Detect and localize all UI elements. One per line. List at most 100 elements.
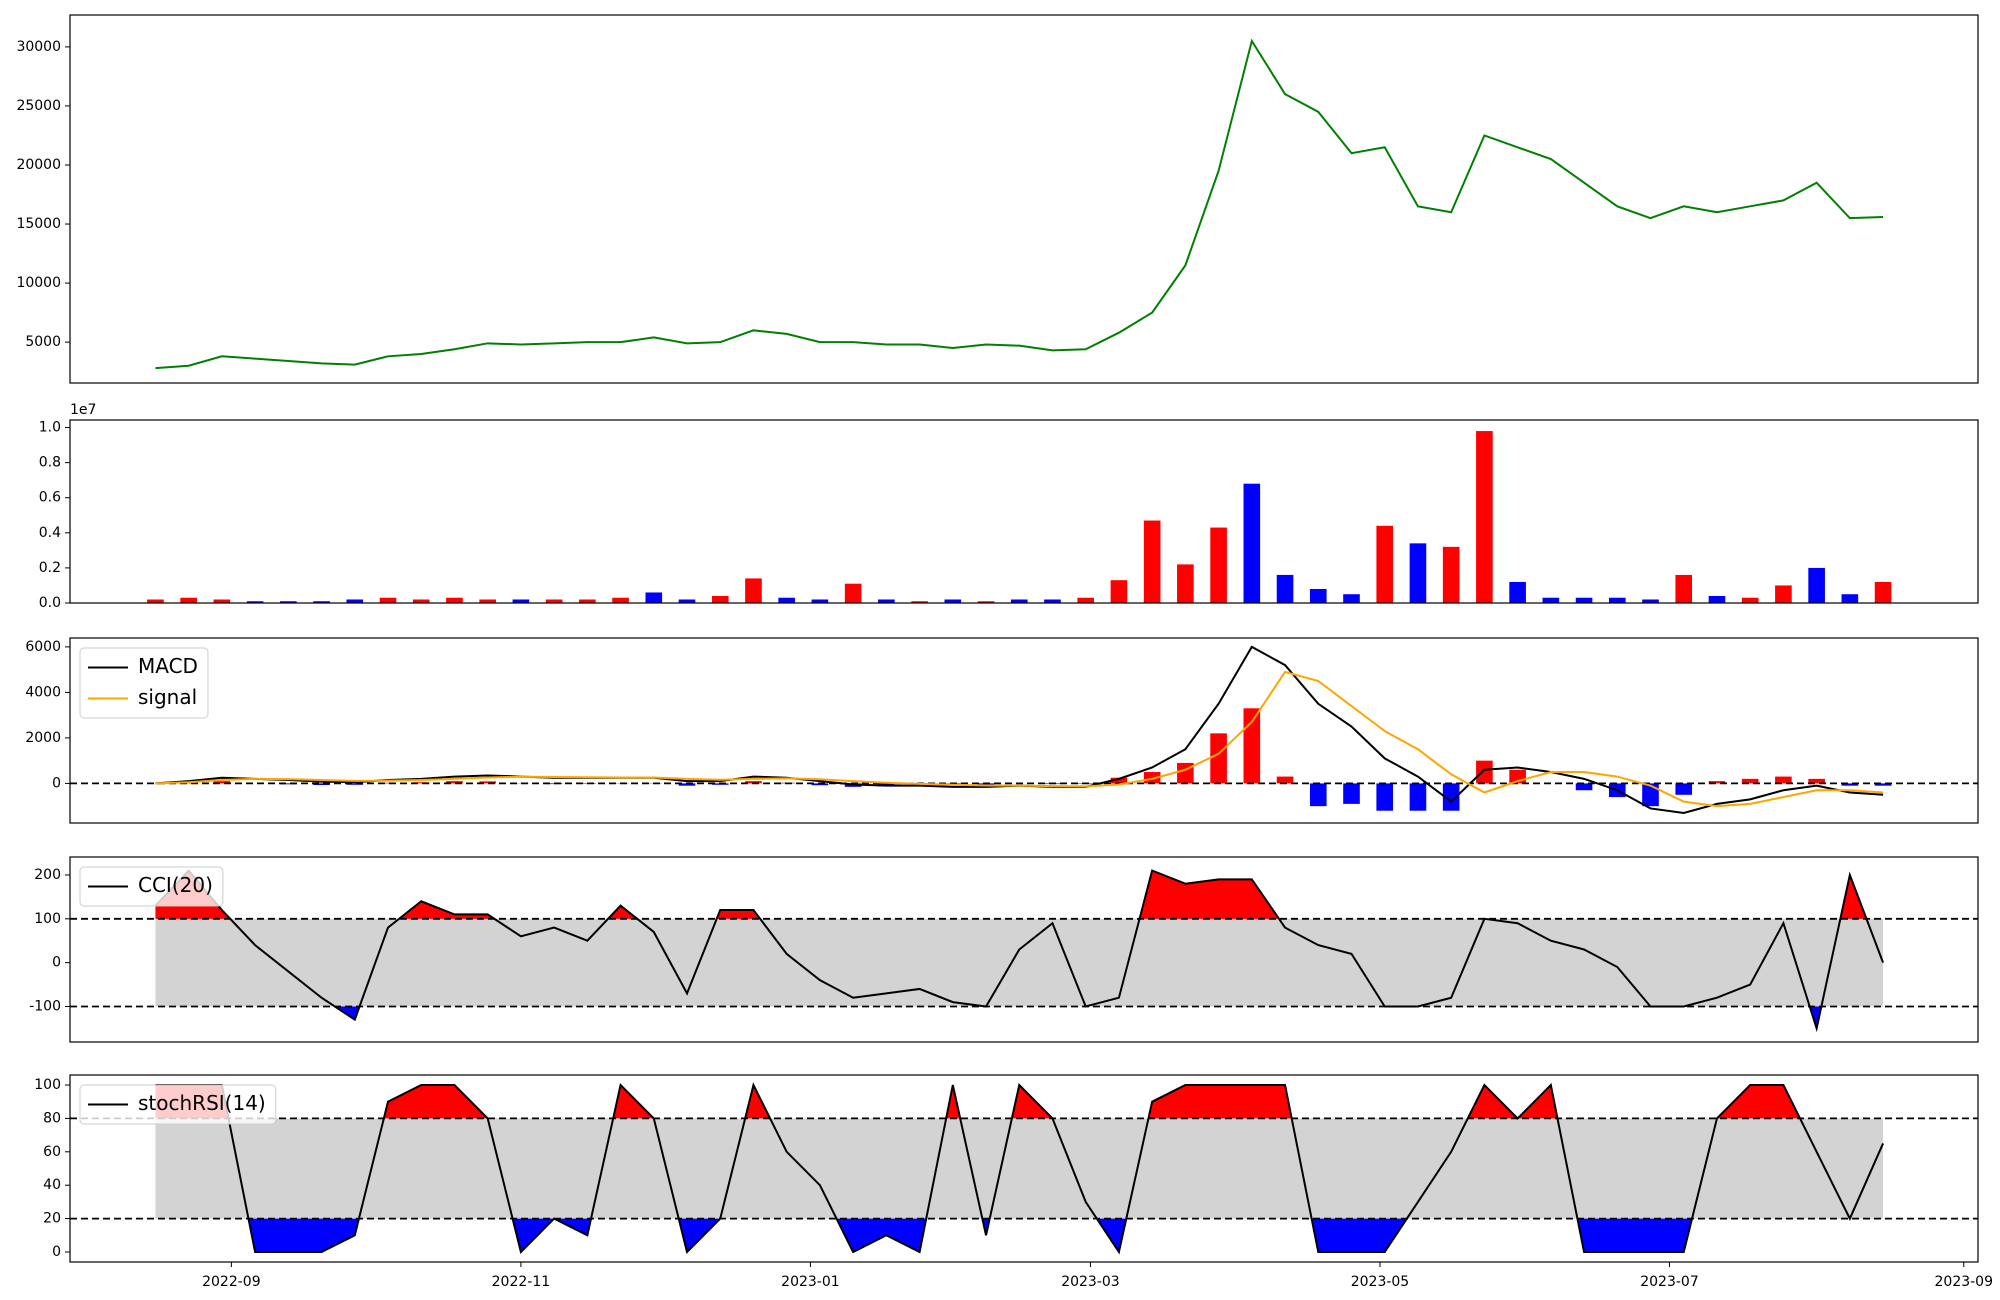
volume-bar — [545, 599, 563, 603]
volume-bar — [379, 597, 397, 603]
overbought-fill — [155, 1085, 1884, 1119]
y-tick-label: 100 — [34, 1077, 61, 1093]
legend-label: signal — [138, 685, 197, 709]
axis-offset-label: 1e7 — [70, 402, 96, 418]
volume-bar — [280, 601, 297, 603]
histogram-bar — [1808, 778, 1825, 784]
y-tick-label: 15000 — [16, 216, 61, 232]
volume-bar — [1509, 581, 1526, 603]
volume-bar — [1841, 594, 1859, 603]
legend-box — [79, 866, 224, 907]
histogram-bar — [1708, 781, 1726, 784]
volume-bar — [1210, 527, 1227, 603]
axes-frame — [69, 1074, 1979, 1263]
histogram-bar — [479, 781, 496, 784]
volume-bar — [1110, 580, 1128, 603]
volume-bar — [147, 599, 164, 603]
volume-bar — [778, 597, 795, 603]
y-tick-label: 0 — [52, 955, 61, 971]
x-tick-label: 2023-07 — [1640, 1274, 1699, 1290]
series-line — [155, 670, 1884, 808]
volume-bar — [1775, 585, 1792, 603]
volume-bar — [1243, 483, 1261, 603]
histogram-bar — [280, 783, 297, 785]
volume-bar — [1409, 543, 1427, 603]
histogram-bar — [1874, 783, 1892, 786]
y-tick-label: 20 — [43, 1211, 61, 1227]
x-tick-label: 2023-01 — [781, 1274, 840, 1290]
axes-frame — [69, 856, 1979, 1043]
y-tick-label: 4000 — [25, 684, 61, 700]
histogram-bar — [1442, 783, 1460, 811]
volume-bar — [346, 599, 364, 603]
volume-bar — [1642, 599, 1659, 603]
y-tick-label: 0.4 — [39, 525, 61, 541]
y-tick-label: 80 — [43, 1110, 61, 1126]
volume-bar — [512, 599, 530, 603]
volume-bar — [1376, 525, 1394, 603]
volume-bar — [1741, 597, 1759, 603]
volume-bar — [1044, 599, 1061, 603]
x-tick-label: 2023-05 — [1351, 1274, 1410, 1290]
volume-bar — [1077, 597, 1095, 603]
y-tick-label: 0.6 — [39, 490, 61, 506]
volume-bar — [711, 595, 729, 603]
histogram-bar — [811, 783, 829, 786]
axes-frame — [69, 14, 1979, 384]
x-tick-label: 2023-09 — [1935, 1274, 1994, 1290]
neutral-band — [155, 1118, 1884, 1219]
x-tick-label: 2023-03 — [1061, 1274, 1120, 1290]
axes-frame — [69, 419, 1979, 604]
y-tick-label: 30000 — [16, 39, 61, 55]
histogram-bar — [678, 783, 696, 786]
volume-bar — [1874, 581, 1892, 603]
axes-frame — [69, 637, 1979, 824]
neutral-band — [155, 918, 1884, 1007]
histogram-bar — [1476, 760, 1493, 784]
volume-bar — [1808, 567, 1825, 603]
legend-label: CCI(20) — [138, 873, 213, 897]
histogram-bar — [379, 782, 397, 784]
panel: 0 2000 4000 6000 MACD signal — [25, 637, 1979, 824]
histogram-bar — [1409, 783, 1427, 811]
volume-bar — [1010, 599, 1028, 603]
volume-bar — [878, 599, 895, 603]
x-tick-label: 2022-09 — [202, 1274, 261, 1290]
volume-bar — [645, 592, 663, 603]
histogram-bar — [412, 782, 430, 784]
volume-bar — [1675, 574, 1693, 603]
histogram-bar — [1343, 783, 1360, 804]
histogram-bar — [313, 783, 330, 785]
volume-bar — [579, 599, 596, 603]
series-line — [155, 1082, 1884, 1255]
volume-bar — [1442, 546, 1460, 603]
legend-box — [79, 647, 209, 719]
histogram-bar — [1143, 772, 1161, 784]
histogram-bar — [1775, 776, 1792, 784]
histogram-bar — [1376, 783, 1394, 811]
histogram-bar — [1276, 776, 1294, 784]
legend-label: MACD — [138, 654, 198, 678]
volume-bar — [745, 578, 762, 603]
y-tick-label: 2000 — [25, 730, 61, 746]
panel: 0 20 40 60 80 100 2022-09 2022-11 2023-01 2023-03… — [34, 1074, 1994, 1290]
y-tick-label: 60 — [43, 1144, 61, 1160]
histogram-bar — [213, 781, 231, 784]
oversold-fill — [155, 1006, 1884, 1029]
histogram-bar — [1210, 733, 1227, 784]
volume-bar — [446, 597, 463, 603]
y-tick-label: 0 — [52, 1244, 61, 1260]
histogram-bar — [1309, 783, 1327, 807]
y-tick-label: 0.8 — [39, 455, 61, 471]
panel: -100 0 100 200 CCI(20) — [29, 856, 1979, 1043]
histogram-bar — [1575, 783, 1593, 791]
volume-bar — [412, 599, 430, 603]
volume-bar — [911, 601, 928, 603]
y-tick-label: 20000 — [16, 157, 61, 173]
histogram-bar — [1841, 783, 1859, 786]
volume-bar — [213, 599, 231, 603]
y-tick-label: 5000 — [25, 334, 61, 350]
volume-bar — [479, 599, 496, 603]
volume-bar — [1177, 564, 1194, 603]
